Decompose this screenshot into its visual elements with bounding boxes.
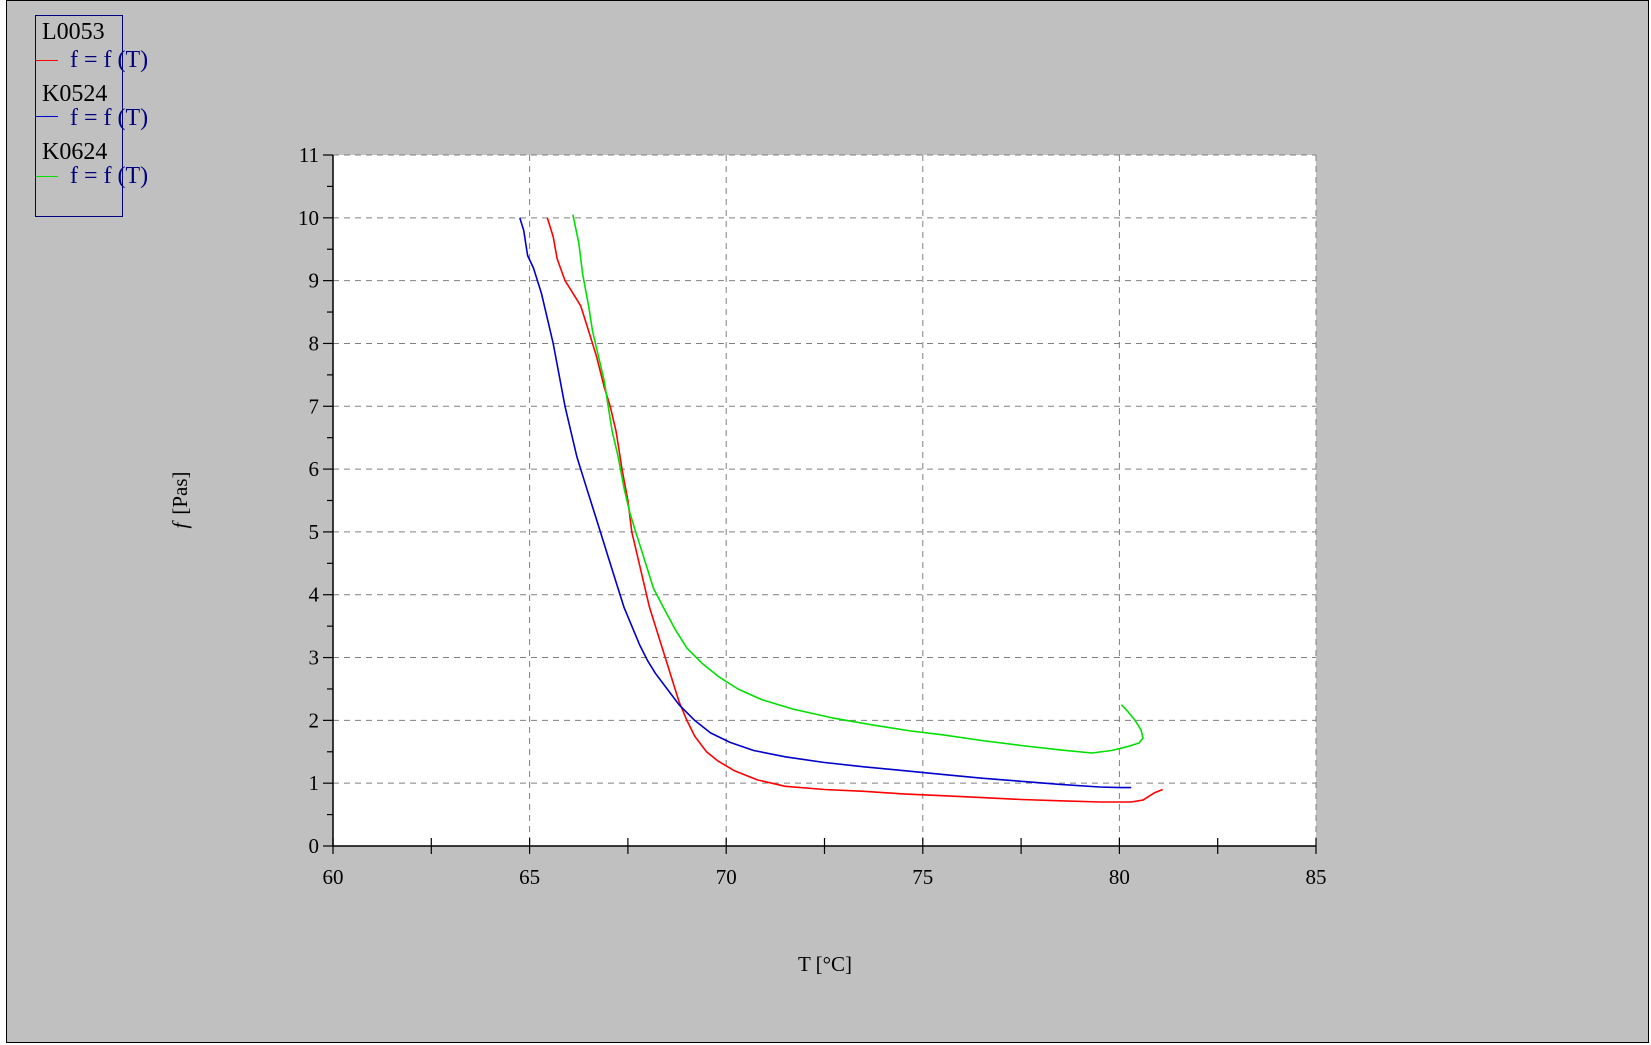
x-tick-label-85: 85: [1306, 865, 1327, 889]
chart-svg: 60 65 70 75 80 85 0 1 2 3 4 5 6 7 8 9 10 11 T [°C] f [Pas]: [168, 143, 1327, 976]
y-tick-label-0: 0: [309, 834, 320, 858]
legend-title-1: K0524: [42, 81, 108, 107]
y-tick-label-7: 7: [309, 394, 320, 418]
y-tick-label-1: 1: [309, 771, 320, 795]
y-tick-label-5: 5: [309, 520, 320, 544]
tick-labels: 60 65 70 75 80 85 0 1 2 3 4 5 6 7 8 9 10 11: [298, 143, 1327, 889]
y-tick-label-2: 2: [309, 708, 320, 732]
y-tick-label-11: 11: [299, 143, 319, 167]
x-tick-label-75: 75: [912, 865, 933, 889]
svg-text:f[Pas]: f [Pas]: [168, 471, 192, 528]
y-tick-label-9: 9: [309, 269, 320, 293]
series-line-K0524: [519, 217, 1132, 789]
legend-swatch-0: [36, 60, 58, 61]
y-axis-label-symbol: f: [168, 520, 192, 529]
legend-title-0: L0053: [42, 19, 105, 45]
legend-title-2: K0624: [42, 139, 108, 165]
legend-label-2: f = f (T): [70, 163, 149, 189]
plot-area: [333, 155, 1316, 846]
chart-frame: 60 65 70 75 80 85 0 1 2 3 4 5 6 7 8 9 10 11 T [°C] f [Pas]…: [6, 0, 1649, 1043]
y-tick-label-8: 8: [309, 331, 320, 355]
y-tick-label-6: 6: [309, 457, 320, 481]
x-axis-label: T [°C]: [798, 952, 852, 976]
series-group: [519, 214, 1163, 803]
x-tick-label-60: 60: [323, 865, 344, 889]
legend: L0053 f = f (T) K0524 f = f (T) K0624 f …: [35, 15, 148, 217]
y-axis-label-unit: [Pas]: [168, 471, 192, 514]
grid-lines: [333, 154, 1317, 846]
x-tick-label-65: 65: [519, 865, 540, 889]
legend-label-1: f = f (T): [70, 105, 149, 131]
axes: [323, 154, 1317, 854]
x-tick-label-80: 80: [1109, 865, 1130, 889]
y-axis-label: f [Pas]: [168, 471, 192, 528]
series-line-L0053: [546, 217, 1163, 803]
y-tick-label-3: 3: [309, 646, 320, 670]
legend-swatch-2: [36, 176, 58, 177]
series-line-K0624: [572, 214, 1144, 754]
y-tick-label-10: 10: [298, 206, 319, 230]
y-tick-label-4: 4: [309, 583, 320, 607]
x-tick-label-70: 70: [716, 865, 737, 889]
legend-swatch-1: [36, 116, 58, 117]
legend-label-0: f = f (T): [70, 47, 149, 73]
